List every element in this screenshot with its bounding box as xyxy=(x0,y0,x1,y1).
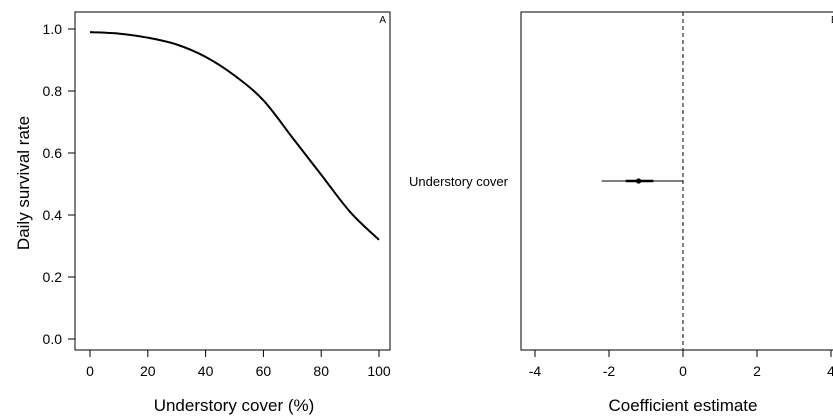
x-tick-label-a: 60 xyxy=(256,363,272,379)
panel-b-letter: B xyxy=(831,15,833,26)
x-tick-label-b: 0 xyxy=(679,363,687,379)
x-tick-label-a: 80 xyxy=(313,363,329,379)
panel-a-letter: A xyxy=(379,15,386,26)
y-tick-label-a: 1.0 xyxy=(43,21,63,37)
y-tick-label-a: 0.8 xyxy=(43,83,63,99)
survival-curve xyxy=(89,31,380,241)
x-tick-label-b: -2 xyxy=(603,363,616,379)
y-tick-label-a: 0.6 xyxy=(43,145,63,161)
y-tick-label-a: 0.2 xyxy=(43,269,63,285)
y-axis-title-a: Daily survival rate xyxy=(14,116,33,250)
x-axis-title-b: Coefficient estimate xyxy=(609,396,758,415)
y-tick-label-a: 0.4 xyxy=(43,207,63,223)
row-label: Understory cover xyxy=(409,174,509,189)
x-tick-label-b: -4 xyxy=(529,363,542,379)
x-tick-label-b: 4 xyxy=(827,363,833,379)
x-tick-label-a: 40 xyxy=(198,363,214,379)
x-tick-label-a: 20 xyxy=(140,363,156,379)
x-tick-label-a: 100 xyxy=(367,363,391,379)
x-tick-label-a: 0 xyxy=(86,363,94,379)
panel-a-frame xyxy=(74,11,391,351)
y-tick-label-a: 0.0 xyxy=(43,331,63,347)
panel-b-frame xyxy=(520,11,833,351)
x-tick-label-b: 2 xyxy=(753,363,761,379)
x-axis-title-a: Understory cover (%) xyxy=(154,396,315,415)
panel-a: A 0 20 40 60 80 100 0.0 0.2 0.4 0.6 0.8 1.0 Unders… xyxy=(14,11,391,415)
panel-b: B -4 -2 0 2 4 Understory cover Coefficient e… xyxy=(409,11,833,415)
estimate-point xyxy=(636,178,642,184)
